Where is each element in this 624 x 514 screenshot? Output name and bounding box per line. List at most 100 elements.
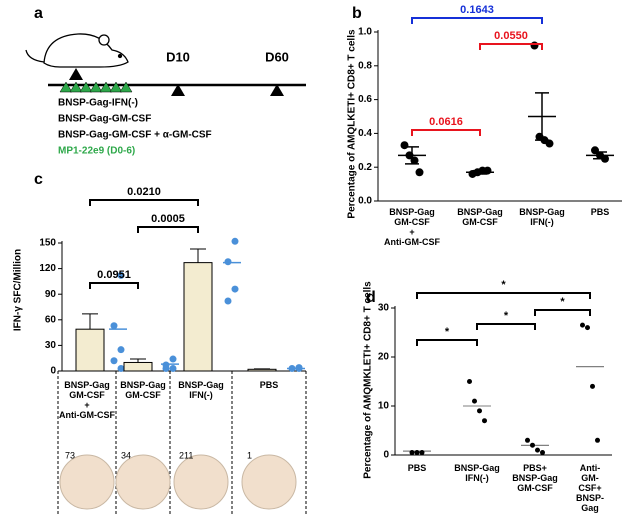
data-point — [477, 408, 482, 414]
x-tick-label: BNSP-Gag GM-CSF — [120, 380, 166, 400]
p-value: 0.0616 — [429, 116, 463, 128]
y-tick-label: 10 — [378, 401, 390, 412]
well-count: 211 — [179, 450, 193, 460]
y-tick-label: 60 — [45, 314, 57, 325]
error-bar — [130, 358, 146, 363]
data-point — [580, 322, 585, 328]
data-point — [231, 237, 239, 245]
y-tick-label: 30 — [378, 303, 390, 314]
error-bar — [82, 313, 98, 330]
data-point — [472, 398, 477, 404]
p-value: * — [560, 296, 565, 308]
bar — [247, 368, 277, 372]
data-point — [162, 364, 170, 372]
x-tick-label: PBS+ BNSP-Gag GM-CSF — [512, 463, 558, 493]
significance-bracket — [416, 292, 591, 299]
data-point — [231, 285, 239, 293]
group-label: BNSP-Gag-GM-CSF + α-GM-CSF — [58, 130, 212, 141]
significance-bracket — [479, 43, 543, 50]
x-tick-label: PBS — [590, 207, 610, 217]
data-point — [224, 297, 232, 305]
data-point — [117, 346, 125, 354]
y-tick-label: 150 — [39, 238, 56, 249]
x-tick-label: BNSP-Gag GM-CSF + Anti-GM-CSF — [384, 207, 440, 247]
significance-bracket — [137, 226, 199, 233]
p-value: 0.1643 — [460, 4, 494, 16]
p-value: * — [501, 279, 506, 291]
y-axis-label: Percentage of AMQMKLETI+ CD8+ T cells — [363, 281, 374, 479]
d10-marker — [171, 84, 185, 96]
panel-label: a — [34, 5, 43, 22]
data-point — [415, 168, 424, 177]
x-tick-label: PBS — [407, 463, 427, 473]
data-point — [482, 418, 487, 424]
data-point — [467, 379, 472, 384]
data-point — [545, 139, 554, 148]
y-tick-label: 120 — [39, 263, 56, 274]
treatment-label: MP1-22e9 (D0-6) — [58, 146, 135, 157]
well-count: 34 — [121, 450, 131, 460]
data-point — [110, 322, 118, 330]
panel-label: c — [34, 171, 43, 188]
data-point — [110, 357, 118, 365]
x-tick-label: BNSP-Gag IFN(-) — [519, 207, 565, 227]
p-value: 0.0005 — [151, 213, 185, 225]
x-tick-label: Anti-GM-CSF+ BNSP-Gag GM-CSF — [575, 463, 604, 514]
data-point — [169, 364, 177, 372]
significance-bracket — [411, 129, 481, 136]
x-tick-label: BNSP-Gag IFN(-) — [178, 380, 224, 400]
data-point — [530, 41, 539, 50]
d60-marker — [270, 84, 284, 96]
y-tick-label: 0 — [50, 366, 56, 377]
elispot-well — [115, 454, 171, 510]
data-point — [540, 450, 545, 456]
y-tick-label: 0.4 — [358, 128, 372, 139]
data-point — [590, 383, 595, 389]
x-tick-label: BNSP-Gag IFN(-) — [454, 463, 500, 483]
day-label: D60 — [265, 49, 289, 64]
significance-bracket — [476, 323, 536, 330]
y-tick-label: 0.0 — [358, 196, 372, 207]
p-value: 0.0210 — [127, 186, 161, 198]
significance-bracket — [534, 309, 591, 316]
significance-bracket — [416, 339, 478, 346]
p-value: 0.0951 — [97, 269, 131, 281]
error-bar — [405, 146, 419, 165]
error-bar — [190, 248, 206, 263]
y-tick-label: 1.0 — [358, 27, 372, 38]
data-point — [224, 258, 232, 266]
elispot-well — [173, 454, 229, 510]
x-tick-label: BNSP-Gag GM-CSF + Anti-GM-CSF — [59, 380, 115, 420]
panel-label: b — [352, 5, 362, 22]
group-label: BNSP-Gag-GM-CSF — [58, 114, 151, 125]
bar — [123, 361, 153, 372]
well-count: 73 — [65, 450, 75, 460]
elispot-well — [59, 454, 115, 510]
data-point — [585, 325, 590, 331]
well-count: 1 — [247, 450, 252, 460]
mouse-icon — [25, 33, 129, 68]
data-point — [535, 447, 540, 453]
data-point — [525, 437, 530, 443]
y-tick-label: 20 — [378, 352, 390, 363]
panel-label: d — [366, 289, 376, 306]
y-tick-label: 0.8 — [358, 60, 372, 71]
y-tick-label: 0.2 — [358, 162, 372, 173]
day-label: D10 — [166, 49, 190, 64]
error-bar — [535, 92, 549, 141]
p-value: 0.0550 — [494, 30, 528, 42]
y-tick-label: 90 — [45, 289, 57, 300]
y-tick-label: 0 — [383, 450, 389, 461]
y-tick-label: 30 — [45, 340, 57, 351]
y-axis-label: Percentage of AMQLKETI+ CD8+ T cells — [347, 29, 358, 219]
data-point — [595, 437, 600, 443]
p-value: * — [504, 310, 509, 322]
y-axis-label: IFN-γ SFC/Million — [13, 249, 24, 331]
significance-bracket — [411, 17, 543, 24]
error-bar — [593, 151, 607, 160]
bar — [183, 262, 213, 372]
x-tick-label: PBS — [259, 380, 279, 390]
error-bar — [473, 169, 487, 175]
